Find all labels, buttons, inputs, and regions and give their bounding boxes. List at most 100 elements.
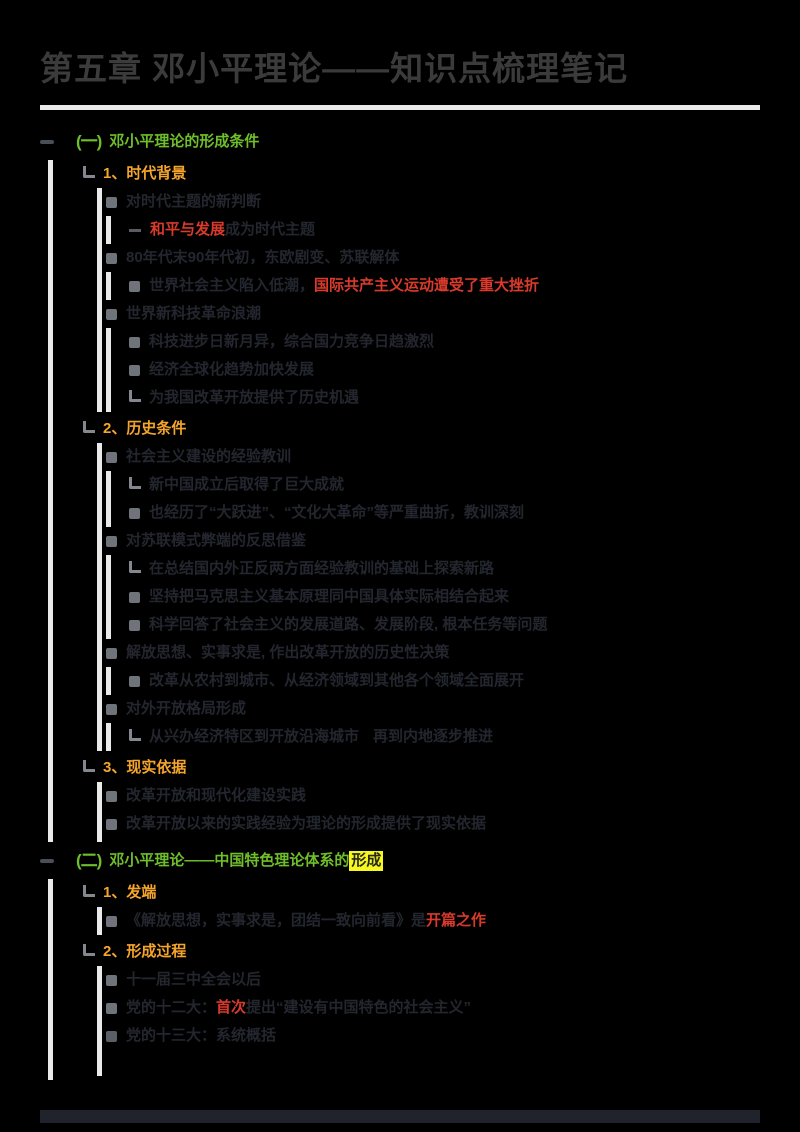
section-title-text[interactable]: 邓小平理论的形成条件 xyxy=(109,132,260,150)
outline-item[interactable]: 3、现实依据 xyxy=(83,754,760,782)
outline-item[interactable]: 解放思想、实事求是, 作出改革开放的历史性决策 xyxy=(106,639,760,667)
item-text[interactable]: 十一届三中全会以后 xyxy=(126,971,262,989)
item-text-red[interactable]: 国际共产主义运动遭受了重大挫折 xyxy=(314,277,540,295)
item-text[interactable]: 对时代主题的新判断 xyxy=(126,193,262,211)
section-title-text[interactable]: 邓小平理论——中国特色理论体系的 xyxy=(109,851,350,869)
item-text[interactable]: 再到内地逐步推进 xyxy=(373,728,494,746)
bullet-icon[interactable] xyxy=(129,364,140,376)
item-text[interactable]: 《解放思想，实事求是，团结一致向前看》是 xyxy=(126,912,427,930)
bullet-icon[interactable] xyxy=(106,196,117,208)
outline-item[interactable]: 和平与发展 成为时代主题 xyxy=(129,216,760,244)
outline-item[interactable]: 世界新科技革命浪潮 xyxy=(106,300,760,328)
outline-item[interactable]: 1、发端 xyxy=(83,879,760,907)
outline-item[interactable]: 改革开放以来的实践经验为理论的形成提供了现实依据 xyxy=(106,810,760,838)
item-text[interactable]: 从兴办经济特区到开放沿海城市 xyxy=(149,728,360,746)
section-number-badge: (二) xyxy=(76,850,102,870)
bullet-icon[interactable] xyxy=(106,535,117,547)
item-text[interactable]: 科学回答了社会主义的发展道路、发展阶段, 根本任务等问题 xyxy=(149,616,548,634)
item-text[interactable]: 经济全球化趋势加快发展 xyxy=(149,361,315,379)
outline-item[interactable]: 从兴办经济特区到开放沿海城市 再到内地逐步推进 xyxy=(129,723,760,751)
outline-item[interactable]: 世界社会主义陷入低潮， 国际共产主义运动遭受了重大挫折 xyxy=(129,272,760,300)
outline-item[interactable]: 党的十三大：系统概括 xyxy=(106,1022,760,1050)
bullet-icon[interactable] xyxy=(129,280,140,292)
outline-item[interactable]: 社会主义建设的经验教训 xyxy=(106,443,760,471)
page-title[interactable]: 第五章 邓小平理论——知识点梳理笔记 xyxy=(40,50,629,87)
item-text[interactable]: 党的十三大：系统概括 xyxy=(126,1027,277,1045)
outline-item[interactable]: 《解放思想，实事求是，团结一致向前看》是 开篇之作 xyxy=(106,907,760,935)
item-text[interactable]: 为我国改革开放提供了历史机遇 xyxy=(149,389,360,407)
item-text-red[interactable]: 开篇之作 xyxy=(426,912,487,930)
item-text[interactable]: 党的十二大： xyxy=(126,999,217,1017)
item-text-red[interactable]: 和平与发展 xyxy=(150,221,226,239)
bullet-icon[interactable] xyxy=(129,675,140,687)
bullet-icon[interactable] xyxy=(106,818,117,830)
item-text[interactable]: 新中国成立后取得了巨大成就 xyxy=(149,476,345,494)
bullet-icon[interactable] xyxy=(106,1030,117,1042)
outline-item[interactable]: 对外开放格局形成 xyxy=(106,695,760,723)
numbered-heading-text[interactable]: 3、现实依据 xyxy=(103,759,187,777)
outline-item[interactable]: 科技进步日新月异，综合国力竞争日趋激烈 xyxy=(129,328,760,356)
outline-item[interactable]: 80年代末90年代初，东欧剧变、苏联解体 xyxy=(106,244,760,272)
numbered-heading-text[interactable]: 2、历史条件 xyxy=(103,420,187,438)
outline-item[interactable]: 对时代主题的新判断 xyxy=(106,188,760,216)
item-text[interactable]: 科技进步日新月异，综合国力竞争日趋激烈 xyxy=(149,333,435,351)
outline-item[interactable]: 十一届三中全会以后 xyxy=(106,966,760,994)
bullet-icon[interactable] xyxy=(129,336,140,348)
dash-bullet-icon[interactable] xyxy=(129,228,141,232)
item-text[interactable]: 对外开放格局形成 xyxy=(126,700,247,718)
outline-item[interactable]: 2、形成过程 xyxy=(83,938,760,966)
bullet-icon[interactable] xyxy=(106,451,117,463)
item-text[interactable]: 解放思想、实事求是, 作出改革开放的历史性决策 xyxy=(126,644,450,662)
item-text[interactable]: 在总结国内外正反两方面经验教训的基础上探索新路 xyxy=(149,560,495,578)
outline-item[interactable]: 在总结国内外正反两方面经验教训的基础上探索新路 xyxy=(129,555,760,583)
numbered-heading-text[interactable]: 1、时代背景 xyxy=(103,165,187,183)
item-text[interactable]: 改革开放和现代化建设实践 xyxy=(126,787,307,805)
outline-item[interactable]: (一) 邓小平理论的形成条件 xyxy=(40,126,760,157)
item-text[interactable]: 也经历了“大跃进”、“文化大革命”等严重曲折，教训深刻 xyxy=(149,504,525,522)
item-text-red[interactable]: 首次 xyxy=(216,999,247,1017)
item-text[interactable]: 80年代末90年代初，东欧剧变、苏联解体 xyxy=(126,249,400,267)
outline-node-section-2: (二) 邓小平理论——中国特色理论体系的 形成 1、发端 《解放思想，实事求是，… xyxy=(40,845,760,1081)
item-text[interactable]: 提出“建设有中国特色的社会主义” xyxy=(246,999,472,1017)
outline-item[interactable]: 对苏联模式弊端的反思借鉴 xyxy=(106,527,760,555)
outline-item[interactable]: 2、历史条件 xyxy=(83,415,760,443)
item-text[interactable]: 对苏联模式弊端的反思借鉴 xyxy=(126,532,307,550)
bullet-icon[interactable] xyxy=(106,915,117,927)
numbered-heading-text[interactable]: 1、发端 xyxy=(103,884,157,902)
bullet-icon[interactable] xyxy=(106,974,117,986)
bullet-icon[interactable] xyxy=(129,591,140,603)
outline-item[interactable]: 经济全球化趋势加快发展 xyxy=(129,356,760,384)
bullet-icon[interactable] xyxy=(106,1002,117,1014)
outline-item[interactable]: 党的十二大： 首次 提出“建设有中国特色的社会主义” xyxy=(106,994,760,1022)
bullet-icon[interactable] xyxy=(106,703,117,715)
highlighted-text[interactable]: 形成 xyxy=(349,850,384,871)
item-text[interactable]: 成为时代主题 xyxy=(225,221,316,239)
bullet-icon[interactable] xyxy=(106,308,117,320)
bullet-icon[interactable] xyxy=(106,790,117,802)
item-text[interactable]: 改革开放以来的实践经验为理论的形成提供了现实依据 xyxy=(126,815,487,833)
elbow-icon xyxy=(129,477,141,490)
numbered-heading-text[interactable]: 2、形成过程 xyxy=(103,943,187,961)
item-text[interactable]: 坚持把马克思主义基本原理同中国具体实际相结合起来 xyxy=(149,588,510,606)
item-text[interactable]: 世界新科技革命浪潮 xyxy=(126,305,262,323)
outline-item[interactable]: 新中国成立后取得了巨大成就 xyxy=(129,471,760,499)
collapse-toggle-icon[interactable] xyxy=(40,858,54,863)
item-text[interactable]: 改革从农村到城市、从经济领域到其他各个领域全面展开 xyxy=(149,672,525,690)
outline-item[interactable]: 坚持把马克思主义基本原理同中国具体实际相结合起来 xyxy=(129,583,760,611)
section-number-badge: (一) xyxy=(76,131,102,151)
outline-item[interactable]: 科学回答了社会主义的发展道路、发展阶段, 根本任务等问题 xyxy=(129,611,760,639)
outline-item[interactable]: 为我国改革开放提供了历史机遇 xyxy=(129,384,760,412)
item-text[interactable]: 世界社会主义陷入低潮， xyxy=(149,277,315,295)
outline-item[interactable]: 1、时代背景 xyxy=(83,160,760,188)
bullet-icon[interactable] xyxy=(129,507,140,519)
outline-item[interactable]: 也经历了“大跃进”、“文化大革命”等严重曲折，教训深刻 xyxy=(129,499,760,527)
bullet-icon[interactable] xyxy=(106,647,117,659)
item-text[interactable]: 社会主义建设的经验教训 xyxy=(126,448,292,466)
outline-item[interactable]: 改革开放和现代化建设实践 xyxy=(106,782,760,810)
outline-item[interactable]: 改革从农村到城市、从经济领域到其他各个领域全面展开 xyxy=(129,667,760,695)
bullet-icon[interactable] xyxy=(129,619,140,631)
collapse-toggle-icon[interactable] xyxy=(40,139,54,144)
bullet-icon[interactable] xyxy=(106,252,117,264)
outline-item[interactable]: (二) 邓小平理论——中国特色理论体系的 形成 xyxy=(40,845,760,876)
